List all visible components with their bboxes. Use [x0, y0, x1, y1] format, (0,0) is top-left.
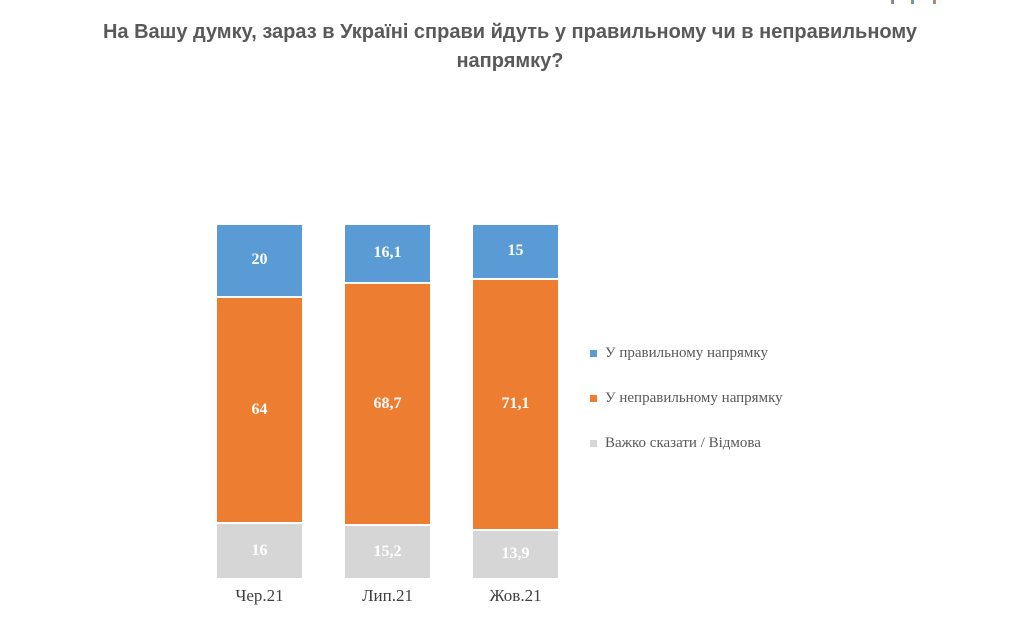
bar-value-label: 68,7: [373, 395, 402, 413]
legend-swatch-icon: [590, 440, 597, 447]
bar-segment: 68,7: [345, 281, 430, 525]
legend-item: У неправильному напрямку: [590, 389, 783, 408]
bar-segment: 20: [217, 225, 302, 296]
bar-value-label: 64: [251, 400, 268, 418]
bar-segment: 15,2: [345, 524, 430, 578]
x-axis-labels: Чер.21 Лип.21 Жов.21: [217, 586, 558, 606]
bar-segment: 71,1: [473, 277, 558, 529]
bar-segment: 64: [217, 295, 302, 522]
x-axis-label: Лип.21: [362, 586, 413, 605]
clipped-text-fragment: [911, 0, 914, 4]
bar-column: 15 71,1 13,9: [473, 225, 558, 578]
bar-value-label: 20: [251, 251, 268, 269]
bar-segment: 15: [473, 225, 558, 278]
bar-value-label: 16: [251, 541, 268, 559]
legend-label: У неправильному напрямку: [605, 390, 783, 406]
bar-column: 20 64 16: [217, 225, 302, 578]
legend-swatch-icon: [590, 350, 597, 357]
bar-value-label: 16,1: [373, 244, 402, 262]
chart-title: На Вашу думку, зараз в Україні справи йд…: [102, 21, 918, 72]
bar-value-label: 15: [507, 242, 524, 260]
bar-value-label: 15,2: [373, 543, 402, 561]
legend-item: Важко сказати / Відмова: [590, 434, 783, 453]
chart-legend: У правильному напрямку У неправильному на…: [590, 344, 783, 479]
bar-chart-plot-area: 20 64 16 16,1 68,7 15,2 15 71,1 13,9: [217, 225, 558, 578]
x-axis-label: Жов.21: [489, 586, 542, 605]
bar-segment: 13,9: [473, 528, 558, 578]
clipped-text-fragment: [933, 0, 936, 4]
bar-column: 16,1 68,7 15,2: [345, 225, 430, 578]
bar-segment: 16: [217, 521, 302, 578]
clipped-text-fragment: [891, 0, 894, 4]
x-axis-label: Чер.21: [235, 586, 284, 605]
legend-label: Важко сказати / Відмова: [605, 435, 761, 451]
legend-item: У правильному напрямку: [590, 344, 783, 363]
legend-label: У правильному напрямку: [605, 345, 768, 361]
bar-value-label: 13,9: [501, 545, 530, 563]
legend-swatch-icon: [590, 395, 597, 402]
bar-value-label: 71,1: [501, 395, 530, 413]
bar-segment: 16,1: [345, 225, 430, 282]
